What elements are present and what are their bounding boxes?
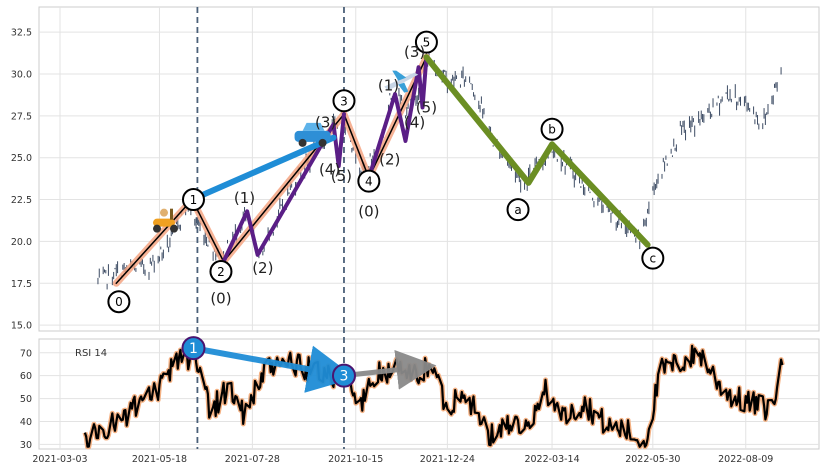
subwave-label: (3): [404, 43, 425, 61]
subwave-label: (5): [331, 167, 352, 185]
rsi-ytick-label: 50: [20, 394, 32, 405]
wave-label: 5: [423, 36, 431, 50]
wave-path: [115, 56, 428, 285]
rsi-ytick-label: 60: [20, 371, 32, 382]
subwave-label: (0): [358, 202, 379, 220]
car-roof: [302, 122, 325, 131]
rsi-ytick-label: 30: [20, 440, 32, 451]
subwave-label: (5): [416, 98, 437, 116]
price-ytick-label: 17.5: [11, 279, 32, 290]
decorations: [153, 70, 419, 233]
subwave-label: (1): [378, 77, 399, 95]
xtick-label: 2021-10-15: [328, 454, 383, 465]
rsi-ytick-label: 40: [20, 417, 32, 428]
airplane-icon: [384, 70, 419, 93]
wave-label: b: [548, 123, 556, 137]
rsi-marker-circle: [331, 363, 356, 388]
subwave-label: (3): [315, 114, 336, 132]
wave-label: 4: [365, 175, 373, 189]
price-ytick-label: 27.5: [11, 111, 32, 122]
price-ytick-label: 30.0: [11, 69, 32, 80]
car-icon: [294, 122, 331, 147]
wave-path: [189, 134, 337, 203]
wave-label-circle: [641, 246, 665, 270]
rsi-markers: 13: [181, 336, 356, 388]
scooter-stem: [170, 208, 174, 220]
wave-path: [221, 112, 346, 264]
rsi-divergence-arrow: [343, 349, 437, 390]
vertical-reference-lines: [196, 7, 345, 449]
rsi-legend-label: RSI 14: [75, 348, 107, 359]
scooter-rider: [160, 208, 169, 217]
rsi-divergence-arrow: [192, 345, 356, 393]
scooter-icon: [153, 208, 179, 233]
wave-label-circle: [107, 290, 131, 314]
wave-label-circle: [506, 198, 530, 222]
rsi-marker-circle: [181, 336, 206, 361]
wave-path: [366, 55, 429, 180]
xtick-label: 2022-05-30: [625, 454, 680, 465]
subwave-label: (4): [404, 114, 425, 132]
wave-paths: [112, 53, 651, 287]
price-ytick-label: 32.5: [11, 28, 32, 39]
wave-label: c: [650, 252, 657, 266]
rsi-marker-label: 1: [189, 341, 198, 357]
airplane-body: [384, 72, 419, 91]
airplane-wing: [398, 82, 409, 93]
wave-label-circle: [540, 117, 564, 141]
wave-label-circle: [332, 89, 356, 113]
xtick-label: 2022-08-09: [718, 454, 773, 465]
wave-label-circle: [357, 169, 381, 193]
rsi-grid: [39, 339, 819, 449]
wave-label: 3: [340, 94, 348, 108]
wave-label: 1: [190, 193, 198, 207]
price-ytick-label: 20.0: [11, 237, 32, 248]
wave-label-circle: [414, 30, 438, 54]
xtick-label: 2021-05-18: [132, 454, 187, 465]
xtick-label: 2021-03-03: [32, 454, 87, 465]
subwave-label: (2): [379, 150, 400, 168]
wave-label: a: [514, 203, 521, 217]
xtick-label: 2022-03-14: [524, 454, 579, 465]
rsi-ytick-label: 70: [20, 348, 32, 359]
rsi-arrows: [192, 345, 437, 393]
car-wheel: [298, 138, 307, 147]
xtick-label: 2021-07-28: [225, 454, 280, 465]
wave-labels: 012345abc(0)(1)(2)(3)(4)(5)(0)(1)(2)(3)(…: [107, 30, 665, 314]
rsi-marker-label: 3: [340, 369, 349, 385]
price-ytick-label: 22.5: [11, 195, 32, 206]
subwave-label: (4): [319, 160, 340, 178]
wave-label-circle: [209, 260, 233, 284]
price-grid: [39, 7, 819, 331]
axis-tick-labels: 15.017.520.022.525.027.530.032.530405060…: [11, 28, 774, 465]
price-ytick-label: 15.0: [11, 321, 32, 332]
wave-label: 0: [115, 295, 123, 309]
airplane-wing: [392, 70, 407, 81]
car-wheel: [318, 138, 327, 147]
xtick-label: 2021-12-24: [420, 454, 475, 465]
wave-label-circle: [181, 188, 205, 212]
wave-path: [423, 54, 651, 248]
scooter-body: [153, 218, 176, 227]
price-ytick-label: 25.0: [11, 153, 32, 164]
scooter-wheel: [153, 224, 162, 233]
wave-label: 2: [217, 265, 225, 279]
subwave-label: (1): [234, 189, 255, 207]
scooter-wheel: [170, 224, 179, 233]
subwave-label: (0): [210, 289, 231, 307]
subwave-label: (2): [252, 259, 273, 277]
